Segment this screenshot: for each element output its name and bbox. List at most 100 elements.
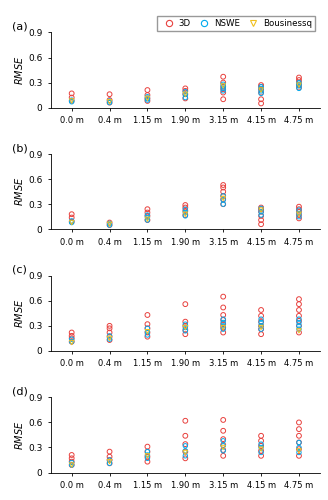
Point bbox=[107, 220, 112, 228]
Point bbox=[183, 320, 188, 328]
Point bbox=[296, 438, 301, 446]
Point bbox=[107, 332, 112, 340]
Point bbox=[183, 90, 188, 98]
Point bbox=[296, 214, 301, 222]
Point bbox=[183, 432, 188, 440]
Point bbox=[296, 318, 301, 326]
Point bbox=[69, 217, 74, 225]
Point bbox=[183, 440, 188, 448]
Point bbox=[258, 82, 264, 90]
Point bbox=[145, 448, 150, 456]
Point bbox=[296, 295, 301, 303]
Point bbox=[107, 90, 112, 98]
Point bbox=[258, 440, 264, 448]
Point bbox=[258, 448, 264, 456]
Point bbox=[220, 192, 226, 200]
Point bbox=[220, 328, 226, 336]
Point bbox=[220, 320, 226, 328]
Point bbox=[296, 322, 301, 330]
Point bbox=[296, 84, 301, 92]
Point bbox=[183, 327, 188, 335]
Point bbox=[69, 454, 74, 462]
Point bbox=[145, 94, 150, 102]
Point bbox=[296, 80, 301, 88]
Point bbox=[183, 87, 188, 95]
Point bbox=[183, 324, 188, 332]
Point bbox=[145, 328, 150, 336]
Point bbox=[183, 210, 188, 218]
Point bbox=[296, 418, 301, 426]
Point bbox=[145, 211, 150, 219]
Point bbox=[220, 194, 226, 202]
Point bbox=[296, 322, 301, 330]
Point bbox=[258, 437, 264, 445]
Point bbox=[296, 74, 301, 82]
Point bbox=[107, 332, 112, 340]
Point bbox=[258, 211, 264, 219]
Point bbox=[183, 454, 188, 462]
Point bbox=[107, 98, 112, 106]
Point bbox=[145, 214, 150, 222]
Point bbox=[296, 78, 301, 86]
Point bbox=[183, 300, 188, 308]
Point bbox=[220, 84, 226, 92]
Point bbox=[107, 334, 112, 342]
Point bbox=[107, 456, 112, 464]
Point bbox=[258, 220, 264, 228]
Point bbox=[258, 85, 264, 93]
Y-axis label: $RMSE$: $RMSE$ bbox=[13, 298, 25, 328]
Point bbox=[220, 200, 226, 208]
Point bbox=[107, 328, 112, 336]
Point bbox=[258, 212, 264, 220]
Point bbox=[145, 452, 150, 460]
Point bbox=[145, 454, 150, 462]
Point bbox=[69, 98, 74, 106]
Point bbox=[296, 81, 301, 89]
Point bbox=[220, 87, 226, 95]
Point bbox=[220, 95, 226, 103]
Point bbox=[145, 215, 150, 223]
Point bbox=[296, 205, 301, 213]
Point bbox=[69, 218, 74, 226]
Point bbox=[296, 208, 301, 216]
Point bbox=[145, 94, 150, 102]
Point bbox=[258, 445, 264, 453]
Point bbox=[183, 448, 188, 456]
Point bbox=[296, 210, 301, 218]
Point bbox=[258, 90, 264, 98]
Point bbox=[258, 204, 264, 212]
Point bbox=[296, 300, 301, 308]
Point bbox=[183, 330, 188, 338]
Point bbox=[296, 312, 301, 320]
Point bbox=[69, 458, 74, 466]
Point bbox=[258, 312, 264, 320]
Point bbox=[220, 437, 226, 445]
Point bbox=[183, 322, 188, 330]
Point bbox=[258, 206, 264, 214]
Point bbox=[69, 458, 74, 466]
Point bbox=[107, 322, 112, 330]
Point bbox=[296, 315, 301, 323]
Point bbox=[258, 86, 264, 94]
Point bbox=[145, 96, 150, 104]
Point bbox=[258, 95, 264, 103]
Point bbox=[296, 325, 301, 333]
Point bbox=[296, 438, 301, 446]
Point bbox=[220, 324, 226, 332]
Point bbox=[145, 458, 150, 466]
Point bbox=[220, 442, 226, 450]
Point bbox=[145, 320, 150, 328]
Point bbox=[220, 82, 226, 90]
Point bbox=[258, 216, 264, 224]
Point bbox=[107, 452, 112, 460]
Legend: 3D, NSWE, Bousinessq: 3D, NSWE, Bousinessq bbox=[157, 16, 316, 31]
Point bbox=[220, 416, 226, 424]
Point bbox=[69, 94, 74, 102]
Point bbox=[145, 328, 150, 336]
Point bbox=[183, 208, 188, 216]
Point bbox=[220, 184, 226, 192]
Point bbox=[220, 325, 226, 333]
Point bbox=[107, 221, 112, 229]
Text: (a): (a) bbox=[12, 22, 28, 32]
Point bbox=[296, 452, 301, 460]
